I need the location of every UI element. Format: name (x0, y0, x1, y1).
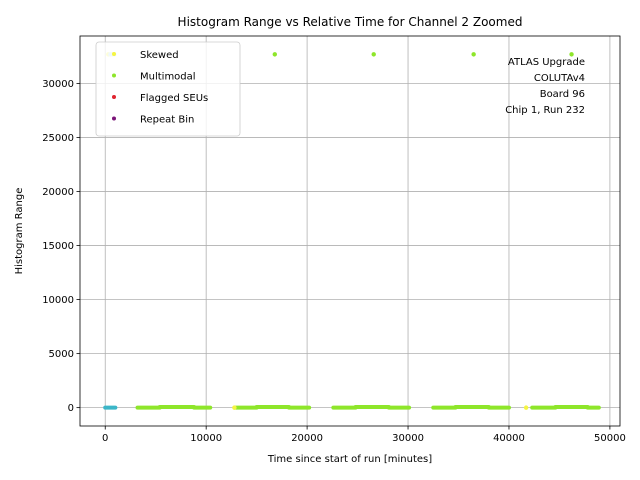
x-tick-label: 10000 (190, 433, 222, 444)
legend-marker (112, 52, 116, 56)
x-axis-label: Time since start of run [minutes] (267, 454, 432, 465)
legend-marker (112, 73, 116, 78)
grid-layer (80, 36, 620, 426)
y-tick-label: 30000 (42, 79, 74, 90)
legend-label: Skewed (140, 50, 179, 61)
x-tick-label: 20000 (291, 433, 323, 444)
chart-title: Histogram Range vs Relative Time for Cha… (178, 15, 523, 29)
y-tick-label: 15000 (42, 241, 74, 252)
annotation-line: ATLAS Upgrade (508, 57, 585, 68)
y-tick-label: 10000 (42, 295, 74, 306)
legend: Skewed Multimodal Flagged SEUs Repeat Bin (95, 41, 241, 137)
y-tick-label: 0 (68, 403, 74, 414)
legend-marker (112, 95, 116, 99)
annotation-box: ATLAS Upgrade COLUTAv4 Board 96 Chip 1, Run… (505, 57, 585, 116)
data-point (232, 405, 237, 410)
x-tick-label: 0 (102, 433, 108, 444)
data-point (272, 52, 278, 57)
annotation-line: COLUTAv4 (534, 73, 585, 84)
y-axis-label: Histogram Range (14, 188, 25, 275)
annotation-line: Board 96 (540, 89, 585, 100)
legend-label: Repeat Bin (140, 115, 194, 126)
legend-marker (112, 116, 116, 121)
x-tick-label: 50000 (594, 433, 626, 444)
annotation-line: Chip 1, Run 232 (505, 105, 585, 116)
tick-layer: 0 10000 20000 30000 40000 50000 0 5000 10000 1500… (42, 79, 626, 444)
legend-frame (95, 41, 241, 137)
plot-frame (79, 35, 621, 427)
data-point (471, 52, 476, 57)
x-tick-label: 40000 (493, 433, 525, 444)
data-point (371, 52, 376, 57)
legend-label: Flagged SEUs (140, 93, 208, 104)
y-tick-label: 5000 (49, 349, 74, 360)
legend-label: Multimodal (140, 72, 196, 83)
data-point (569, 52, 574, 57)
y-tick-label: 25000 (42, 133, 74, 144)
y-tick-label: 20000 (42, 187, 74, 198)
x-tick-label: 30000 (392, 433, 424, 444)
data-point (523, 405, 529, 410)
